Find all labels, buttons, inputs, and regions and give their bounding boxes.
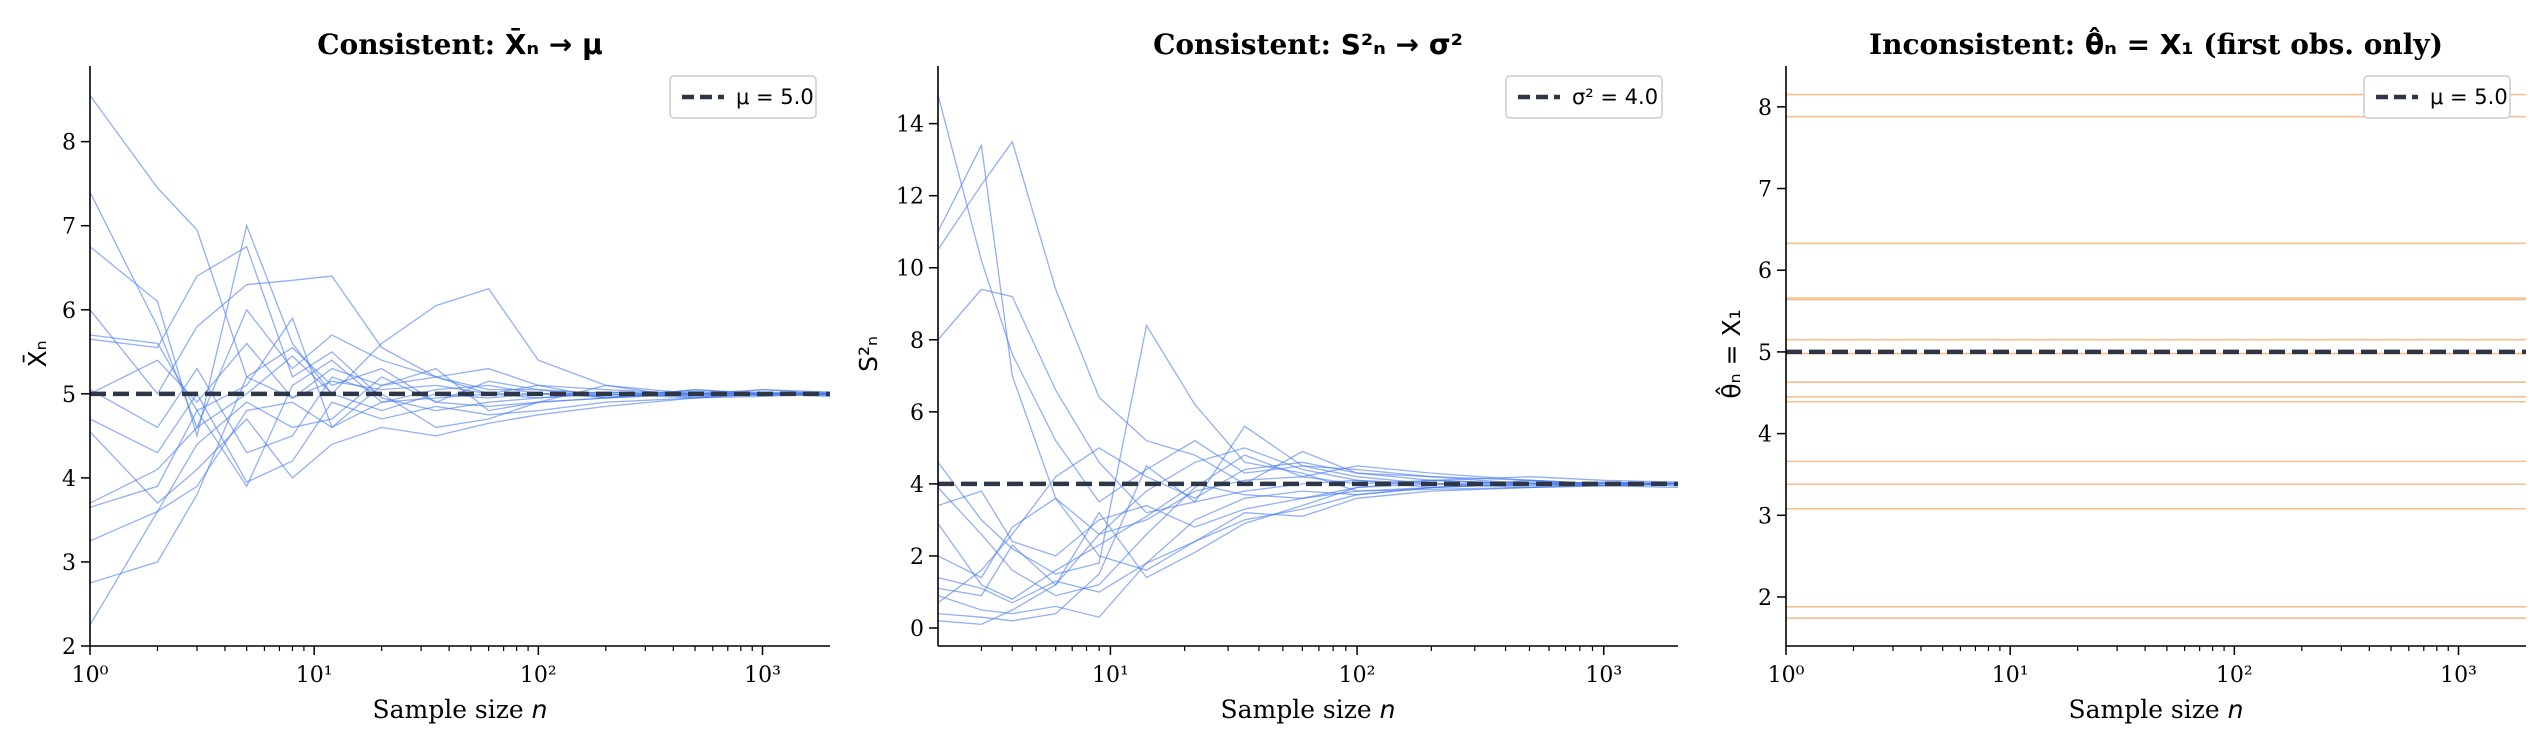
x-ticks: 10⁰ 10¹ 10² 10³ — [72, 646, 781, 688]
sample-path-9 — [938, 483, 1678, 579]
sample-path-10 — [938, 483, 1678, 604]
y-tick-label: 7 — [1758, 178, 1772, 203]
panel-first-observation: Inconsistent: θ̂ₙ = X₁ (first obs. only)… — [1715, 25, 2526, 724]
y-tick-label: 3 — [1758, 504, 1772, 529]
path-group — [938, 94, 1678, 626]
y-tick-label: 10 — [896, 257, 924, 282]
axes — [89, 66, 830, 647]
x-tick-label: 10¹ — [1992, 663, 2029, 688]
panel-sample-mean: Consistent: X̄ₙ → μ 10⁰ 10¹ 10² 10³ 2 3 4 5 6 7 8… — [22, 27, 830, 724]
x-tick-label: 10³ — [744, 663, 781, 688]
sample-path-11 — [938, 483, 1678, 597]
chart-title: Consistent: X̄ₙ → μ — [317, 27, 603, 61]
sample-path-14 — [938, 476, 1678, 626]
axes — [937, 66, 1678, 647]
path-group — [90, 95, 830, 626]
y-tick-label: 6 — [910, 401, 924, 426]
x-tick-label: 10² — [2216, 663, 2253, 688]
legend-box — [1505, 75, 1663, 119]
x-tick-label: 10¹ — [1092, 663, 1129, 688]
y-tick-label: 6 — [62, 299, 76, 324]
y-tick-label: 4 — [910, 473, 924, 498]
path-group — [1786, 93, 2526, 620]
y-axis-label: S²ₙ — [854, 336, 883, 372]
y-tick-label: 2 — [1758, 586, 1772, 611]
y-tick-label: 8 — [62, 131, 76, 156]
chart-title: Consistent: S²ₙ → σ² — [1153, 28, 1463, 61]
sample-path-6 — [90, 245, 830, 412]
x-axis-label: Sample size n — [1220, 695, 1395, 724]
y-axis-label: X̄ₙ — [22, 340, 52, 367]
sample-path-4 — [90, 275, 830, 399]
x-tick-label: 10¹ — [296, 663, 333, 688]
legend-label: μ = 5.0 — [736, 85, 814, 109]
legend-box — [669, 75, 817, 119]
legend: μ = 5.0 — [669, 75, 817, 119]
y-tick-label: 8 — [1758, 96, 1772, 121]
legend-label: σ² = 4.0 — [1572, 85, 1658, 109]
y-tick-label: 5 — [62, 383, 76, 408]
y-tick-label: 2 — [910, 545, 924, 570]
legend-label: μ = 5.0 — [2430, 85, 2508, 109]
sample-path-7 — [938, 485, 1678, 557]
sample-path-2 — [938, 143, 1678, 536]
legend-box — [2363, 75, 2511, 119]
sample-path-13 — [938, 464, 1678, 622]
x-tick-label: 10³ — [2440, 663, 2477, 688]
x-tick-label: 10² — [520, 663, 557, 688]
sample-path-8 — [938, 476, 1678, 600]
chart-title: Inconsistent: θ̂ₙ = X₁ (first obs. only) — [1869, 25, 2443, 61]
legend: μ = 5.0 — [2363, 75, 2511, 119]
y-ticks: 2 3 4 5 6 7 8 — [1758, 96, 1786, 611]
panel-sample-variance: Consistent: S²ₙ → σ² 10¹ 10² 10³ 0 2 4 6 8 10 12… — [854, 28, 1678, 724]
sample-path-3 — [938, 140, 1678, 487]
y-tick-label: 4 — [62, 467, 76, 492]
axes — [1785, 66, 2526, 647]
y-tick-label: 6 — [1758, 259, 1772, 284]
x-tick-label: 10⁰ — [72, 663, 109, 688]
x-tick-label: 10² — [1339, 663, 1376, 688]
x-ticks: 10⁰ 10¹ 10² 10³ — [1768, 646, 2477, 688]
y-tick-label: 0 — [910, 617, 924, 642]
legend: σ² = 4.0 — [1505, 75, 1663, 119]
x-ticks: 10¹ 10² 10³ — [980, 646, 1622, 688]
x-axis-label: Sample size n — [2068, 695, 2243, 724]
sample-path-14 — [90, 392, 830, 626]
x-tick-label: 10³ — [1585, 663, 1622, 688]
sample-path-1 — [938, 94, 1678, 503]
y-tick-label: 14 — [896, 113, 924, 138]
x-tick-label: 10⁰ — [1768, 663, 1805, 688]
y-ticks: 2 3 4 5 6 7 8 — [62, 131, 90, 660]
y-tick-label: 3 — [62, 551, 76, 576]
sample-path-8 — [90, 392, 830, 483]
x-axis-label: Sample size n — [372, 695, 547, 724]
sample-path-9 — [90, 393, 830, 504]
y-tick-label: 5 — [1758, 341, 1772, 366]
y-axis-label: θ̂ₙ = X₁ — [1715, 309, 1746, 398]
y-ticks: 0 2 4 6 8 10 12 14 — [896, 113, 938, 642]
y-tick-label: 2 — [62, 635, 76, 660]
y-tick-label: 4 — [1758, 423, 1772, 448]
y-tick-label: 12 — [896, 185, 924, 210]
sample-path-1 — [90, 95, 830, 403]
sample-path-5 — [938, 323, 1678, 575]
y-tick-label: 8 — [910, 329, 924, 354]
y-tick-label: 7 — [62, 215, 76, 240]
